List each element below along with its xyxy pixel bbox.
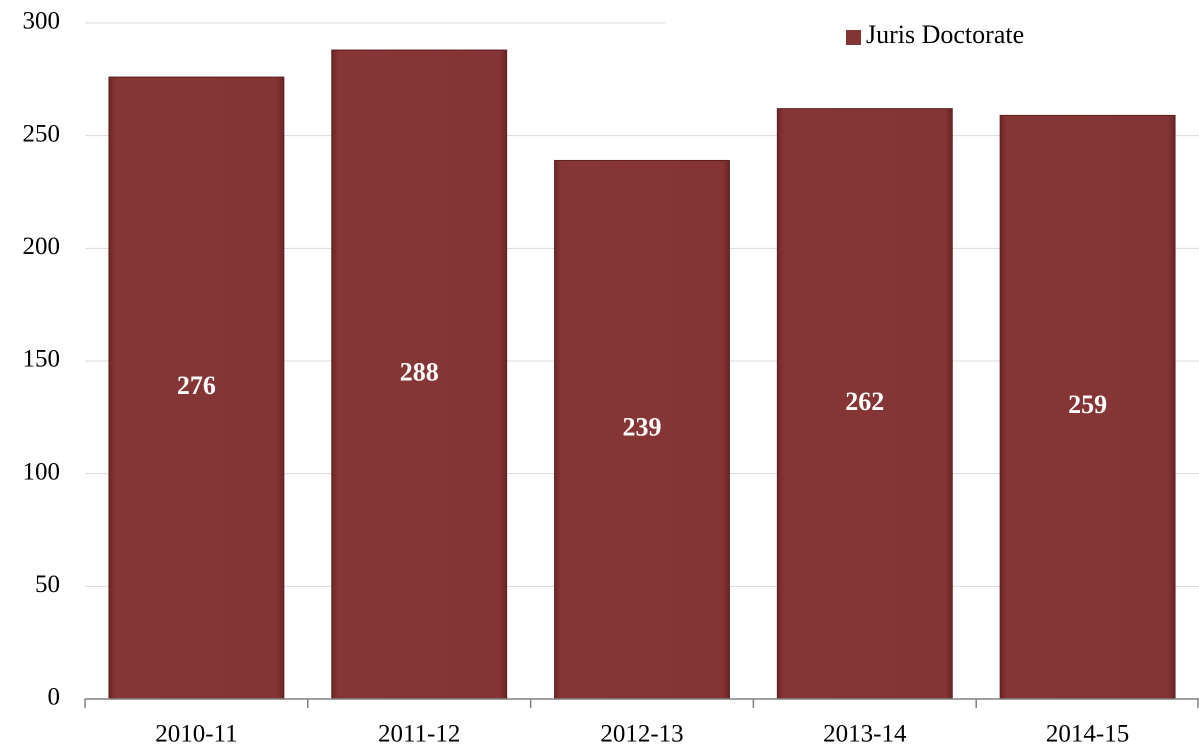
legend-background (665, 10, 1199, 65)
x-tick-label: 2011-12 (378, 721, 460, 748)
bar (776, 108, 953, 700)
y-tick-label: 50 (35, 571, 60, 598)
y-tick-label: 100 (23, 458, 61, 485)
y-tick-label: 0 (48, 684, 61, 711)
y-tick-label: 150 (23, 346, 61, 373)
x-tick-label: 2010-11 (155, 721, 237, 748)
data-label: 262 (845, 387, 884, 416)
legend-label: Juris Doctorate (866, 20, 1024, 49)
data-label: 239 (623, 413, 662, 442)
legend-swatch (846, 30, 861, 45)
y-tick-label: 300 (23, 8, 61, 35)
x-tick-label: 2012-13 (600, 721, 683, 748)
x-tick-label: 2013-14 (823, 721, 907, 748)
bar (554, 159, 730, 700)
data-label: 259 (1068, 390, 1107, 419)
y-tick-label: 250 (23, 120, 61, 147)
data-label: 276 (177, 371, 216, 400)
y-tick-label: 200 (23, 233, 61, 260)
bar (331, 49, 508, 700)
bars: 276 288 239 262 259 (108, 49, 1176, 700)
x-tick-label: 2014-15 (1046, 721, 1129, 748)
legend: Juris Doctorate (665, 10, 1199, 65)
bar (999, 114, 1176, 700)
data-label: 288 (400, 357, 439, 386)
